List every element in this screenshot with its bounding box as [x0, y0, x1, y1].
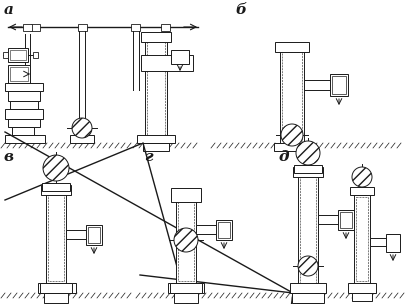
Bar — [279, 50, 303, 143]
Bar — [349, 187, 373, 195]
Bar — [48, 195, 64, 281]
Bar — [137, 135, 175, 143]
Bar — [348, 283, 374, 293]
Bar — [10, 67, 28, 81]
Bar — [23, 24, 32, 31]
Bar — [317, 215, 339, 224]
Text: д: д — [277, 150, 288, 164]
Bar — [86, 225, 102, 245]
Bar — [5, 109, 43, 119]
Bar — [295, 303, 319, 304]
Bar — [3, 52, 8, 58]
Bar — [173, 293, 198, 303]
Bar — [8, 48, 28, 62]
Bar — [369, 238, 387, 246]
Bar — [38, 283, 76, 293]
Bar — [42, 183, 70, 191]
Bar — [5, 83, 43, 91]
Bar — [8, 91, 40, 101]
Circle shape — [295, 141, 319, 165]
Bar — [218, 222, 229, 238]
Bar — [78, 24, 87, 31]
Bar — [339, 212, 351, 228]
Bar — [347, 283, 375, 293]
Circle shape — [173, 228, 198, 252]
Bar — [292, 167, 322, 177]
Bar — [329, 74, 347, 96]
Bar — [196, 225, 218, 234]
Bar — [273, 143, 309, 151]
Bar — [293, 165, 321, 173]
Text: а: а — [4, 3, 14, 17]
Bar — [46, 193, 66, 283]
Bar — [351, 293, 371, 301]
Bar — [31, 24, 40, 31]
Bar — [33, 52, 38, 58]
Circle shape — [351, 167, 371, 187]
Bar — [8, 65, 30, 83]
Bar — [299, 177, 315, 291]
Bar — [178, 202, 193, 281]
Bar — [281, 52, 301, 141]
Bar — [131, 24, 139, 31]
Bar — [331, 76, 345, 94]
Circle shape — [297, 256, 317, 276]
Bar — [12, 127, 34, 135]
Bar — [175, 200, 196, 283]
Circle shape — [43, 155, 69, 181]
Bar — [40, 283, 72, 293]
Circle shape — [72, 118, 92, 138]
Text: г: г — [144, 150, 152, 164]
Bar — [171, 188, 200, 202]
Bar — [44, 293, 68, 303]
Bar — [291, 293, 323, 303]
Bar — [143, 143, 169, 151]
Text: б: б — [234, 3, 245, 17]
Bar — [289, 283, 325, 293]
Bar — [145, 40, 166, 143]
Bar — [303, 80, 331, 90]
Bar — [147, 42, 164, 141]
Bar — [161, 24, 170, 31]
Bar — [5, 135, 45, 143]
Bar — [141, 55, 193, 71]
Bar — [10, 50, 26, 60]
Bar — [8, 119, 40, 127]
Bar — [41, 185, 71, 195]
Bar — [170, 283, 202, 293]
Bar — [337, 210, 353, 230]
Circle shape — [280, 124, 302, 146]
Bar — [353, 195, 369, 283]
Bar — [171, 50, 189, 64]
Text: в: в — [4, 150, 14, 164]
Bar — [88, 227, 100, 243]
Bar — [297, 175, 317, 293]
Bar — [10, 101, 38, 109]
Bar — [216, 220, 231, 240]
Bar — [168, 283, 204, 293]
Bar — [66, 230, 88, 239]
Bar — [70, 135, 94, 143]
Bar — [355, 197, 367, 281]
Bar — [141, 32, 171, 42]
Bar — [274, 42, 308, 52]
Bar — [385, 234, 399, 252]
